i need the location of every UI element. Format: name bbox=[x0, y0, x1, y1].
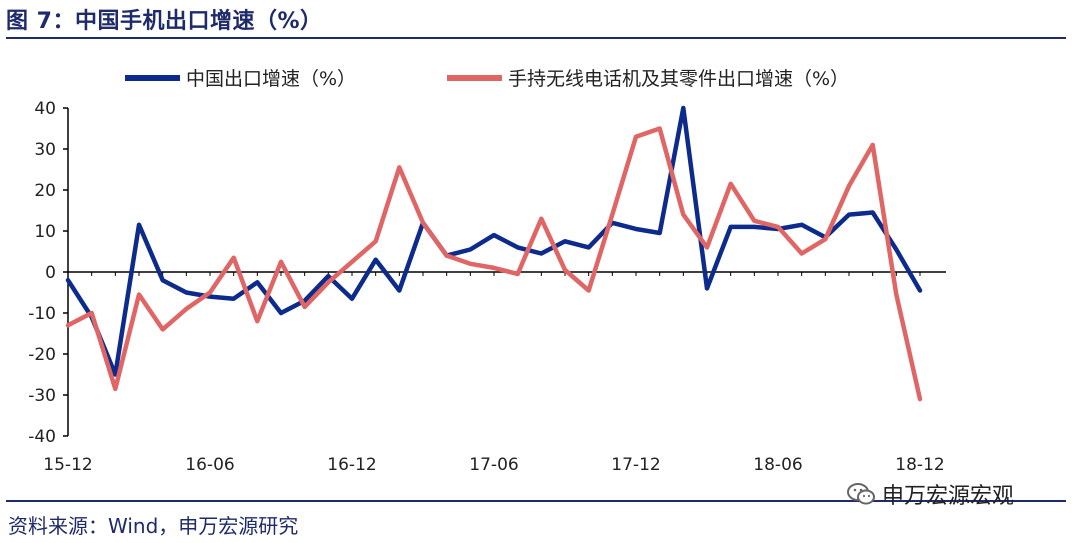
y-tick-label: 10 bbox=[34, 222, 56, 242]
y-tick-label: 40 bbox=[34, 99, 56, 119]
x-tick-label: 15-12 bbox=[43, 455, 92, 475]
line-chart: 中国出口增速（%） 手持无线电话机及其零件出口增速（%） 40 30 20 10 0 -1… bbox=[28, 68, 946, 475]
title-divider bbox=[6, 37, 1066, 39]
legend-label-mobile-phone-export: 手持无线电话机及其零件出口增速（%） bbox=[508, 68, 849, 90]
y-tick-label: -30 bbox=[28, 386, 56, 406]
watermark-text: 申万宏源宏观 bbox=[882, 484, 1015, 509]
x-tick-label: 18-06 bbox=[753, 455, 802, 475]
legend-label-china-export: 中国出口增速（%） bbox=[186, 68, 356, 90]
figure-title: 图 7：中国手机出口增速（%） bbox=[6, 9, 323, 34]
wechat-icon bbox=[847, 483, 875, 505]
y-tick-label: -10 bbox=[28, 304, 56, 324]
source-divider bbox=[6, 500, 1066, 502]
x-tick-label: 16-12 bbox=[327, 455, 376, 475]
x-tick-label: 18-12 bbox=[895, 455, 944, 475]
y-tick-label: 0 bbox=[45, 263, 56, 283]
chart-legend: 中国出口增速（%） 手持无线电话机及其零件出口增速（%） bbox=[125, 68, 849, 90]
source-note: 资料来源：Wind，申万宏源研究 bbox=[8, 514, 299, 538]
y-tick-label: 20 bbox=[34, 181, 56, 201]
x-tick-label: 17-06 bbox=[469, 455, 518, 475]
series-line-mobile-phone-export bbox=[65, 126, 923, 402]
y-tick-label: 30 bbox=[34, 140, 56, 160]
y-tick-label: -20 bbox=[28, 345, 56, 365]
chart-axes: 40 30 20 10 0 -10 -20 -30 -40 15-12 16-06 16-12 17-0… bbox=[28, 99, 946, 475]
y-tick-label: -40 bbox=[28, 427, 56, 447]
x-tick-label: 16-06 bbox=[185, 455, 234, 475]
watermark: 申万宏源宏观 bbox=[846, 478, 1014, 510]
chart-series bbox=[65, 105, 923, 402]
x-tick-label: 17-12 bbox=[611, 455, 660, 475]
